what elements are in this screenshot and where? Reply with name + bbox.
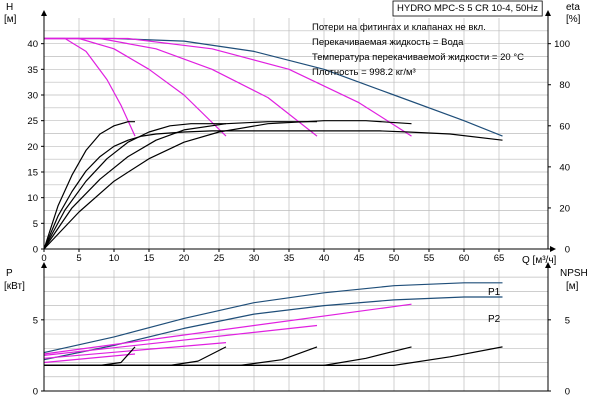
eta-tick-label: 20 bbox=[559, 203, 570, 214]
note-fittings: Потери на фитингах и клапанах не вкл. bbox=[312, 22, 486, 33]
note-liquid: Перекачиваемая жидкость = Вода bbox=[312, 37, 464, 48]
x-tick-label: 0 bbox=[41, 253, 46, 264]
x-tick-label: 50 bbox=[389, 253, 400, 264]
axis-arrow bbox=[545, 262, 551, 268]
efficiency-curve-9 bbox=[43, 120, 412, 250]
axes: 0 5 10 15 20 25 30 35 40 45 50 55 60 6505101520253035… bbox=[27, 10, 570, 398]
power-curve-5 bbox=[43, 303, 412, 355]
head-tick-label: 5 bbox=[33, 219, 38, 230]
power-curve-4 bbox=[43, 324, 318, 356]
head-plot-curves bbox=[43, 37, 503, 250]
power-axis-label: P bbox=[6, 268, 13, 279]
note-temperature: Температура перекачиваемой жидкости = 20… bbox=[312, 52, 524, 63]
npsh-axis-label: NPSH bbox=[560, 268, 588, 279]
head-axis-label: H bbox=[6, 2, 13, 13]
power-curve-1 bbox=[43, 296, 503, 361]
x-tick-label: 40 bbox=[319, 253, 330, 264]
x-tick-label: 5 bbox=[76, 253, 81, 264]
npsh-curve-10 bbox=[44, 346, 503, 366]
eta-tick-label: 100 bbox=[554, 39, 570, 50]
head-axis-unit: [м] bbox=[4, 14, 17, 25]
x-tick-label: 10 bbox=[109, 253, 120, 264]
note-density: Плотность = 998.2 кг/м³ bbox=[312, 67, 416, 78]
power-plot-grid bbox=[43, 270, 548, 391]
head-tick-label: 30 bbox=[27, 91, 38, 102]
eta-axis-unit: [%] bbox=[566, 14, 581, 25]
head-tick-label: 10 bbox=[27, 193, 38, 204]
axis-arrow bbox=[41, 10, 47, 16]
power-plot-curves bbox=[43, 282, 503, 366]
npsh-tick-label: 5 bbox=[565, 315, 570, 326]
head-tick-label: 40 bbox=[27, 39, 38, 50]
head-tick-label: 25 bbox=[27, 116, 38, 127]
eta-tick-label: 40 bbox=[559, 162, 570, 173]
efficiency-curve-6 bbox=[43, 121, 135, 250]
x-tick-label: 15 bbox=[144, 253, 155, 264]
x-tick-label: 65 bbox=[494, 253, 505, 264]
npsh-tick-label: 0 bbox=[565, 387, 570, 398]
head-tick-label: 15 bbox=[27, 168, 38, 179]
head-tick-label: 35 bbox=[27, 65, 38, 76]
head-tick-label: 20 bbox=[27, 142, 38, 153]
title-box bbox=[392, 0, 543, 17]
p1-label: P1 bbox=[488, 287, 501, 298]
x-tick-label: 20 bbox=[179, 253, 190, 264]
power-curve-2 bbox=[43, 353, 136, 364]
eta-tick-label: 0 bbox=[565, 245, 570, 256]
q-axis-label: Q [м³/ч] bbox=[522, 255, 557, 266]
x-tick-label: 60 bbox=[459, 253, 470, 264]
efficiency-curve-7 bbox=[43, 123, 226, 250]
eta-axis-label: eta bbox=[566, 2, 580, 13]
power-axis-unit: [кВт] bbox=[4, 281, 25, 292]
power-tick-label: 5 bbox=[33, 315, 38, 326]
power-curve-3 bbox=[43, 342, 227, 359]
efficiency-curve-5 bbox=[43, 130, 503, 250]
chart-title: HYDRO MPC-S 5 CR 10-4, 50Hz bbox=[397, 3, 538, 14]
p2-label: P2 bbox=[488, 314, 501, 325]
power-tick-label: 0 bbox=[33, 387, 38, 398]
axis-arrow bbox=[545, 10, 551, 16]
head-curve-4 bbox=[44, 37, 412, 137]
head-tick-label: 0 bbox=[33, 245, 38, 256]
x-tick-label: 25 bbox=[214, 253, 225, 264]
power-curve-0 bbox=[43, 282, 503, 354]
x-tick-label: 35 bbox=[284, 253, 295, 264]
axis-arrow bbox=[41, 262, 47, 268]
npsh-axis-unit: [м] bbox=[566, 281, 579, 292]
x-tick-label: 30 bbox=[249, 253, 260, 264]
efficiency-curve-8 bbox=[43, 121, 317, 250]
eta-tick-label: 60 bbox=[559, 121, 570, 132]
labels: H [м] eta [%] P [кВт] NPSH [м] Q [м³/ч] … bbox=[4, 0, 588, 325]
eta-tick-label: 80 bbox=[559, 80, 570, 91]
x-tick-label: 55 bbox=[424, 253, 435, 264]
head-plot-grid bbox=[43, 18, 548, 249]
axis-arrow bbox=[550, 246, 556, 252]
x-tick-label: 45 bbox=[354, 253, 365, 264]
